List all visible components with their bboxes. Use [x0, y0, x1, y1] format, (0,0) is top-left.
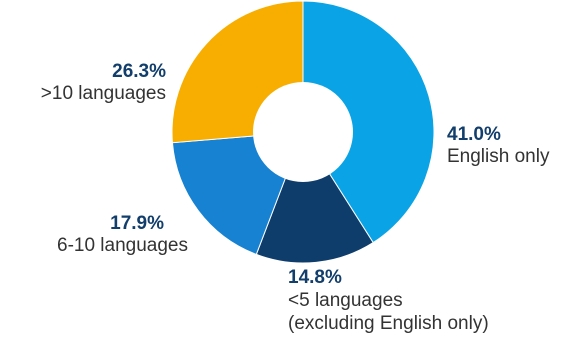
slice-value-english-only: 41.0%	[447, 124, 501, 145]
slice-label-6-10-languages: 17.9% 6-10 languages	[57, 213, 188, 256]
slice-value-under-5-languages: 14.8%	[288, 267, 342, 288]
slice-label-over-10-languages: 26.3% >10 languages	[41, 61, 166, 104]
slice-text-english-only: English only	[447, 146, 550, 167]
slice-text-under-5-languages: <5 languages	[288, 290, 403, 311]
slice-under-5-languages	[255, 130, 374, 264]
slice-text-6-10-languages: 6-10 languages	[57, 235, 188, 256]
slice-value-6-10-languages: 17.9%	[110, 213, 164, 234]
donut-hole	[253, 82, 353, 182]
slice-label-english-only: 41.0% English only	[447, 124, 550, 167]
slice-value-over-10-languages: 26.3%	[112, 61, 166, 82]
slice-text-under-5-languages-note: (excluding English only)	[288, 313, 489, 334]
slice-english-only	[302, 0, 435, 244]
slice-text-over-10-languages: >10 languages	[41, 83, 166, 104]
slice-label-under-5-languages: 14.8% <5 languages (excluding English on…	[288, 267, 489, 334]
